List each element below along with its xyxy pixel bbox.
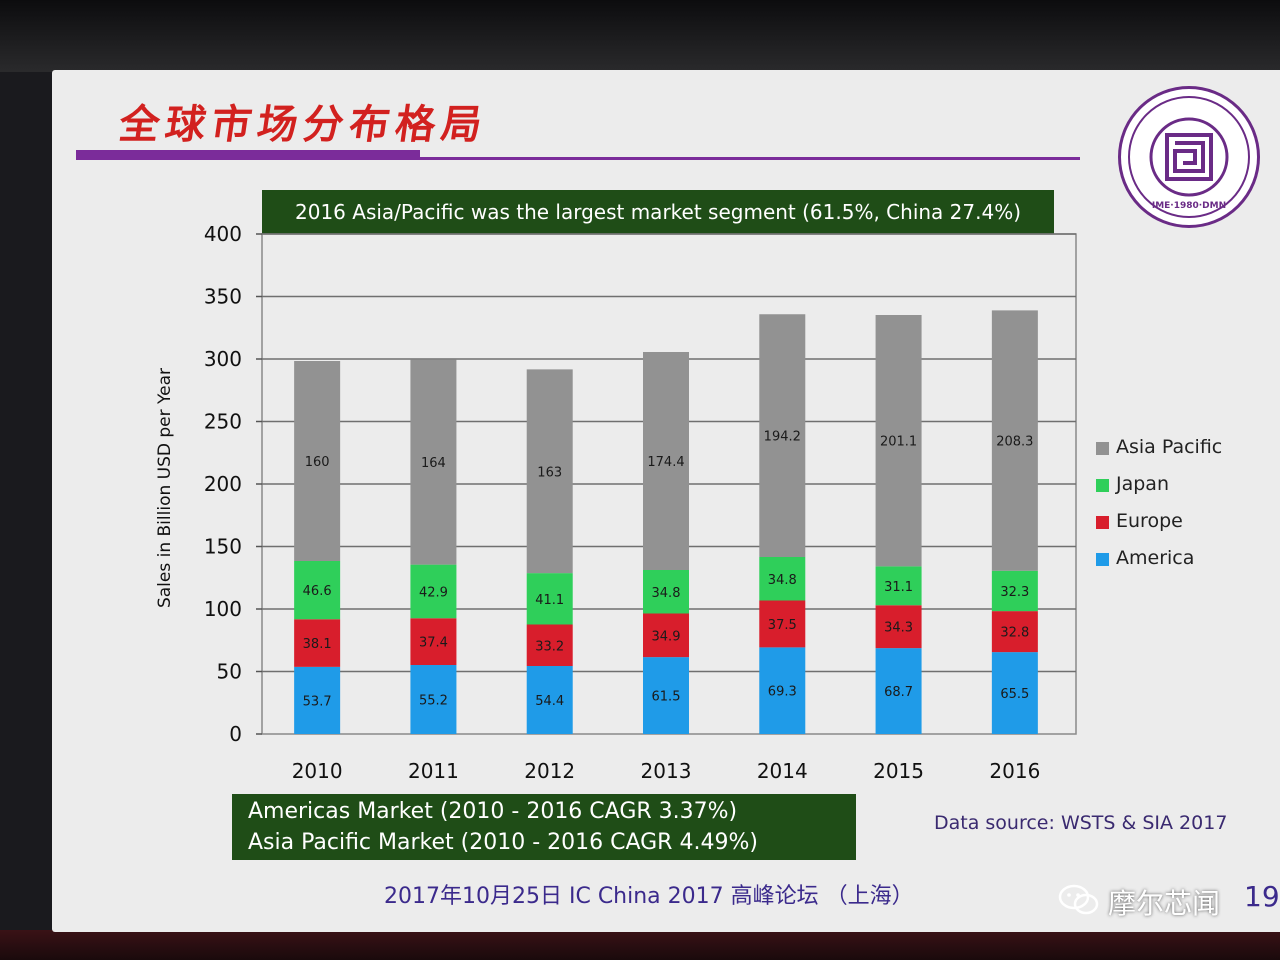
x-tick-label: 2014 (757, 759, 808, 783)
data-label: 201.1 (880, 435, 917, 450)
bar-japan (526, 573, 573, 625)
bar-europe (294, 619, 341, 667)
seal-text: IME·1980·DMN (1151, 201, 1227, 211)
room-background-top (0, 0, 1280, 72)
data-label: 34.8 (768, 573, 797, 588)
bar-europe (410, 618, 457, 665)
university-seal-icon: IME·1980·DMN (1118, 86, 1260, 228)
bar-asia-pacific (294, 361, 341, 561)
slide-footer: 2017年10月25日 IC China 2017 高峰论坛 （上海） (384, 884, 914, 909)
x-tick-label: 2013 (641, 759, 692, 783)
y-tick-label: 300 (204, 347, 242, 371)
x-tick-label: 2010 (292, 759, 343, 783)
data-label: 37.4 (419, 636, 448, 651)
bar-japan (875, 566, 922, 606)
brand-name: 摩尔芯闻 (1108, 887, 1221, 920)
bar-europe (991, 611, 1038, 653)
bar-europe (643, 613, 689, 658)
y-tick-label: 250 (204, 410, 242, 434)
data-label: 54.4 (535, 694, 564, 709)
headline-banner: 2016 Asia/Pacific was the largest market… (262, 190, 1054, 234)
data-label: 69.3 (768, 685, 797, 700)
data-label: 194.2 (764, 430, 801, 445)
data-label: 163 (537, 465, 562, 480)
bar-asia-pacific (991, 310, 1038, 571)
data-label: 38.1 (303, 637, 332, 652)
bar-japan (643, 570, 689, 614)
data-label: 33.2 (535, 639, 564, 654)
title-rule-thin (420, 157, 1080, 160)
data-label: 31.1 (884, 580, 913, 595)
bar-asia-pacific (526, 369, 573, 574)
bar-japan (294, 561, 341, 620)
data-label: 68.7 (884, 685, 913, 700)
bar-europe (526, 624, 573, 666)
cagr-banner: Americas Market (2010 - 2016 CAGR 3.37%)… (232, 794, 856, 860)
legend-swatch (1096, 516, 1109, 529)
legend-swatch (1096, 553, 1109, 566)
bar-america (294, 666, 341, 734)
y-tick-label: 400 (204, 222, 242, 246)
x-tick-label: 2015 (873, 759, 924, 783)
y-tick-label: 0 (229, 722, 242, 746)
bar-america (759, 647, 806, 734)
title-rule-thick (76, 150, 420, 160)
wechat-icon (1058, 884, 1099, 915)
data-label: 32.3 (1000, 585, 1029, 600)
legend-label: America (1116, 547, 1195, 569)
bar-europe (759, 600, 806, 648)
data-label: 164 (421, 456, 446, 471)
data-label: 55.2 (419, 694, 448, 709)
data-label: 46.6 (303, 584, 332, 599)
brand-watermark: 摩尔芯闻 19 (1058, 880, 1280, 924)
legend-label: Japan (1116, 473, 1169, 495)
x-tick-label: 2011 (408, 759, 459, 783)
y-tick-label: 50 (217, 660, 242, 684)
data-label: 65.5 (1000, 687, 1029, 702)
bar-japan (410, 564, 457, 619)
y-tick-label: 200 (204, 472, 242, 496)
data-label: 32.8 (1000, 626, 1029, 641)
page-number: 19 (1244, 880, 1280, 913)
data-label: 34.9 (652, 629, 681, 644)
bar-america (643, 657, 689, 734)
bar-asia-pacific (875, 315, 922, 567)
bar-japan (991, 570, 1038, 612)
y-tick-label: 150 (204, 535, 242, 559)
x-tick-label: 2012 (524, 759, 575, 783)
legend-swatch (1096, 479, 1109, 492)
bar-asia-pacific (643, 352, 689, 570)
data-label: 34.3 (884, 621, 913, 636)
data-label: 42.9 (419, 585, 448, 600)
bar-asia-pacific (759, 314, 806, 557)
x-tick-label: 2016 (989, 759, 1040, 783)
bar-america (410, 665, 457, 734)
bar-america (526, 666, 573, 734)
bar-america (875, 648, 922, 734)
room-background-bottom (0, 930, 1280, 960)
legend-swatch (1096, 442, 1109, 455)
data-label: 53.7 (303, 694, 332, 709)
data-label: 34.8 (652, 586, 681, 601)
data-label: 208.3 (996, 435, 1033, 450)
data-source-note: Data source: WSTS & SIA 2017 (934, 812, 1228, 834)
legend-label: Asia Pacific (1116, 436, 1223, 458)
legend-label: Europe (1116, 510, 1183, 532)
bar-japan (759, 557, 806, 601)
data-label: 37.5 (768, 618, 797, 633)
y-tick-label: 350 (204, 285, 242, 309)
data-label: 41.1 (535, 593, 564, 608)
y-tick-label: 100 (204, 597, 242, 621)
y-axis-label: Sales in Billion USD per Year (155, 368, 175, 608)
data-label: 61.5 (652, 690, 681, 705)
data-label: 174.4 (647, 455, 684, 470)
bar-america (991, 652, 1038, 734)
data-label: 160 (305, 455, 330, 470)
cagr-line-americas: Americas Market (2010 - 2016 CAGR 3.37%) (248, 799, 738, 824)
cagr-line-asia-pacific: Asia Pacific Market (2010 - 2016 CAGR 4.… (248, 830, 758, 855)
bar-asia-pacific (410, 359, 457, 565)
bar-europe (875, 605, 922, 649)
